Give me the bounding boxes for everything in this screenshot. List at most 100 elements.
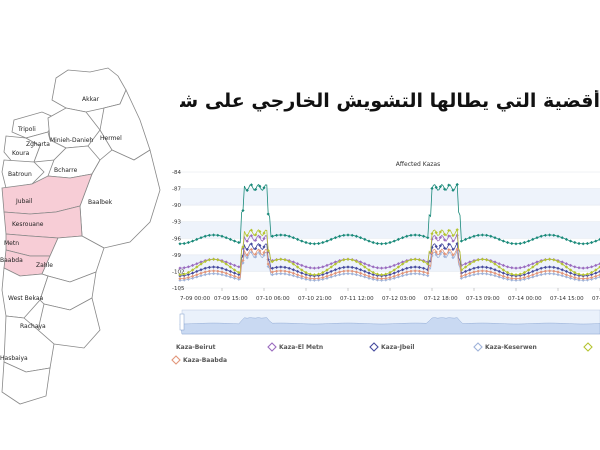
data-point	[518, 276, 522, 280]
data-point	[363, 265, 367, 269]
data-point	[354, 273, 358, 277]
grid-band	[180, 188, 600, 206]
district-south	[1, 361, 51, 405]
data-point	[443, 252, 447, 256]
data-point	[233, 276, 237, 280]
data-point	[249, 228, 253, 232]
data-point	[480, 233, 484, 237]
data-point	[573, 265, 577, 269]
data-point	[590, 277, 594, 281]
data-point	[329, 265, 333, 269]
legend-item: Kaza-Keserwen	[473, 342, 537, 352]
data-point	[581, 273, 585, 277]
data-point	[405, 259, 409, 264]
data-point	[308, 241, 312, 246]
data-point	[459, 276, 463, 280]
x-tick-label: 07-14 15:00	[550, 296, 584, 302]
legend-label: Kaza-El Metn	[279, 344, 323, 351]
data-point	[459, 268, 463, 272]
y-tick-label: -93	[172, 220, 181, 226]
data-point	[228, 237, 232, 241]
district-aley-chouf	[1, 267, 49, 319]
data-point	[191, 276, 195, 280]
y-tick-label: -102	[172, 269, 184, 275]
legend-label: Kaza-Beirut	[176, 344, 216, 351]
data-point	[489, 273, 493, 277]
data-point	[228, 262, 232, 266]
lebanon-map: Akkar Tripoli Minieh-Danieh Hermel Zgharta Ko…	[0, 67, 161, 405]
data-point	[241, 208, 245, 213]
data-point	[577, 241, 581, 246]
data-point	[254, 187, 258, 192]
legend-marker	[171, 355, 181, 365]
data-point	[186, 265, 190, 269]
data-point	[443, 187, 447, 191]
data-point	[552, 269, 556, 273]
data-point	[304, 265, 308, 269]
x-tick-label: 07-14 00:00	[508, 296, 542, 302]
data-point	[220, 234, 224, 238]
chart-title: Affected Kazas	[396, 161, 440, 168]
data-point	[434, 253, 438, 257]
data-point	[388, 272, 392, 277]
grid-band	[180, 172, 600, 189]
data-point	[392, 276, 396, 280]
data-point	[556, 270, 560, 274]
y-tick-label: -84	[172, 170, 181, 176]
data-point	[380, 273, 384, 277]
data-point	[329, 237, 333, 241]
data-point	[220, 273, 224, 277]
time-navigator[interactable]	[179, 309, 600, 335]
data-point	[443, 254, 447, 259]
data-point	[388, 275, 392, 280]
page-title: أقضية التي يطالها التشويش الخارجي على شب…	[180, 90, 600, 112]
data-point	[254, 233, 258, 237]
data-point	[287, 234, 291, 238]
data-point	[451, 239, 455, 243]
data-point	[338, 259, 342, 264]
data-point	[459, 274, 463, 278]
data-point	[212, 233, 216, 237]
data-point	[497, 265, 501, 269]
y-tick-label: -96	[172, 236, 181, 242]
legend-item: Kaza-Baabda	[171, 355, 227, 365]
data-point	[401, 262, 405, 266]
data-point	[590, 272, 594, 277]
map-label: Zahle	[36, 262, 53, 269]
data-point	[304, 277, 308, 281]
navigator-handle-left[interactable]	[179, 313, 185, 331]
data-point	[464, 269, 468, 274]
data-point	[489, 234, 493, 238]
data-point	[367, 274, 371, 278]
map-labels: Akkar Tripoli Minieh-Danieh Hermel Zgharta Ko…	[0, 96, 122, 362]
data-point	[283, 272, 287, 276]
data-point	[207, 272, 211, 276]
data-point	[548, 233, 552, 237]
data-point	[199, 260, 203, 264]
data-point	[556, 273, 560, 277]
map-label: Batroun	[8, 171, 32, 178]
data-point	[539, 234, 543, 238]
data-point	[224, 236, 228, 240]
data-point	[182, 241, 186, 246]
data-point	[228, 269, 232, 274]
data-point	[300, 239, 304, 243]
data-point	[367, 276, 371, 280]
data-point	[518, 241, 522, 246]
data-point	[367, 239, 371, 243]
data-point	[569, 263, 573, 267]
data-point	[321, 265, 325, 269]
data-point	[438, 249, 442, 253]
data-point	[296, 265, 300, 269]
data-point	[195, 273, 199, 277]
data-point	[510, 241, 514, 246]
data-point	[249, 242, 253, 246]
map-label: Akkar	[82, 96, 100, 103]
data-point	[245, 188, 249, 192]
data-point	[485, 272, 489, 276]
data-point	[506, 277, 510, 281]
x-axis: 7-09 00:00 07-09 15:00 07-10 06:00 07-10 21…	[179, 288, 600, 302]
data-point	[249, 183, 253, 187]
data-point	[300, 274, 304, 278]
data-point	[510, 276, 514, 280]
